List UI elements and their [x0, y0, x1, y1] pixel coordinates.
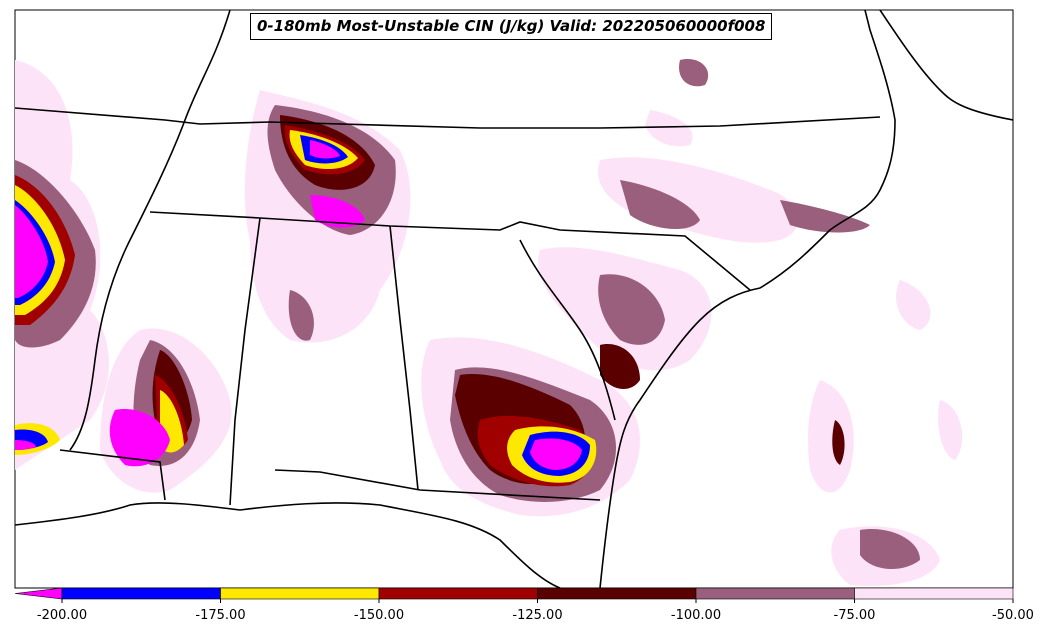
state-border-mississippi-river	[69, 10, 231, 451]
colorbar-tick-label: -175.00	[195, 608, 246, 623]
colorbar-tick-label: -125.00	[512, 608, 563, 623]
colorbar-tick-label: -200.00	[36, 608, 88, 623]
atlantic-coastline	[599, 10, 896, 588]
state-border-la	[59, 449, 166, 501]
colorbar-tick-label: -100.00	[670, 608, 722, 623]
state-border-north	[15, 107, 881, 129]
map-title: 0-180mb Most-Unstable CIN (J/kg) Valid: …	[250, 13, 773, 40]
gulf-coastline	[15, 502, 561, 588]
state-border-ga-sc	[519, 239, 616, 421]
colorbar-tick-label: -50.00	[992, 608, 1034, 623]
colorbar-tick-label: -150.00	[353, 608, 405, 623]
northeast-coast	[879, 10, 1013, 121]
cin-shading-magenta	[15, 140, 582, 470]
boundary-lines	[15, 10, 1013, 588]
state-border-fl	[274, 469, 601, 501]
state-border-al-ga	[389, 225, 419, 491]
colorbar-tick-label: -75.00	[833, 608, 876, 623]
state-border-ms-al	[229, 217, 261, 506]
state-border-mid	[149, 211, 751, 291]
